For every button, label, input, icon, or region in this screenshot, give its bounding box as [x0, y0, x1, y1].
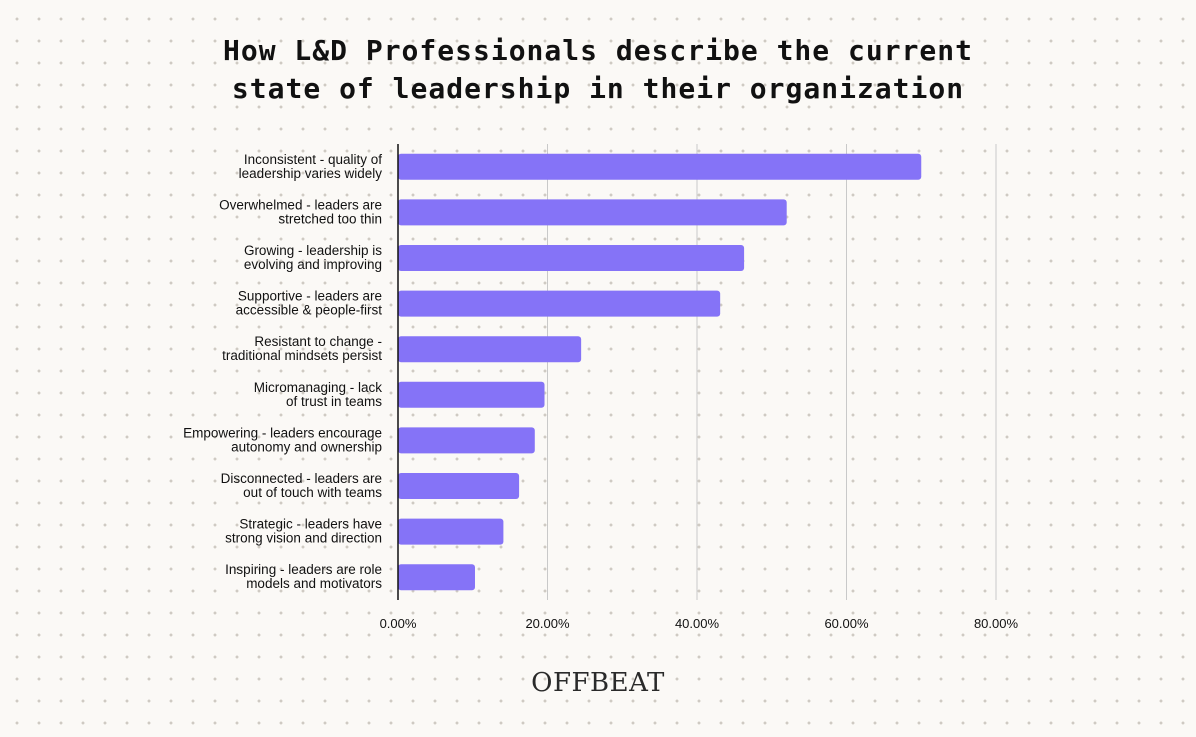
bar — [398, 381, 545, 408]
bar — [398, 199, 787, 226]
category-label: Empowering - leaders encourage autonomy a… — [183, 425, 382, 454]
category-label: Disconnected - leaders are out of touch w… — [221, 471, 383, 500]
category-label-line: out of touch with teams — [243, 485, 382, 500]
category-label-line: Inconsistent - quality of — [244, 152, 382, 167]
x-tick-label: 60.00% — [824, 616, 869, 631]
category-label-line: Resistant to change - — [254, 334, 382, 349]
category-label-line: evolving and improving — [244, 257, 382, 272]
x-tick-label: 20.00% — [525, 616, 570, 631]
category-labels: Inconsistent - quality of leadership vari… — [183, 152, 382, 591]
brand-logo: OFFBEAT — [531, 668, 665, 698]
bars — [398, 153, 922, 591]
category-label-line: Inspiring - leaders are role — [225, 562, 382, 577]
x-axis-tick-labels: 0.00% 20.00% 40.00% 60.00% 80.00% — [380, 616, 1019, 631]
x-tick-label: 0.00% — [380, 616, 417, 631]
category-label-line: stretched too thin — [278, 211, 382, 226]
bar — [398, 153, 922, 180]
category-label: Resistant to change -traditional mindset… — [222, 334, 382, 363]
category-label-line: Supportive - leaders are — [238, 289, 382, 304]
chart-title: How L&D Professionals describe the curre… — [0, 32, 1196, 108]
category-label: Growing - leadership is evolving and impr… — [244, 243, 382, 272]
category-label-line: Growing - leadership is — [244, 243, 382, 258]
category-label: Overwhelmed - leaders are stretched too t… — [219, 197, 382, 226]
bar — [398, 564, 475, 591]
category-label: Micromanaging - lack of trust in teams — [254, 380, 383, 409]
bar — [398, 427, 535, 454]
bar — [398, 336, 582, 363]
bar — [398, 518, 504, 545]
category-label-line: autonomy and ownership — [231, 439, 382, 454]
category-label-line: accessible & people-first — [236, 303, 383, 318]
chart-title-line-2: state of leadership in their organizatio… — [231, 72, 965, 105]
bar — [398, 245, 745, 271]
category-label: Inspiring - leaders are role models and m… — [225, 562, 382, 591]
category-label: Supportive - leaders are accessible & peo… — [236, 289, 383, 318]
bar — [398, 473, 520, 499]
category-label-line: Empowering - leaders encourage — [183, 425, 382, 440]
category-label-line: Disconnected - leaders are — [221, 471, 382, 486]
bar — [398, 290, 721, 317]
chart-title-line-1: How L&D Professionals describe the curre… — [222, 34, 973, 67]
category-label: Strategic - leaders have strong vision an… — [225, 517, 382, 546]
category-label-line: models and motivators — [246, 576, 382, 591]
category-label-line: traditional mindsets persist — [222, 348, 382, 363]
category-label-line: strong vision and direction — [225, 531, 382, 546]
category-label-line: Overwhelmed - leaders are — [219, 197, 382, 212]
category-label: Inconsistent - quality of leadership vari… — [239, 152, 383, 181]
category-label-line: of trust in teams — [286, 394, 382, 409]
category-label-line: leadership varies widely — [239, 166, 383, 181]
x-tick-label: 80.00% — [974, 616, 1019, 631]
category-label-line: Strategic - leaders have — [239, 517, 382, 532]
x-tick-label: 40.00% — [675, 616, 720, 631]
category-label-line: Micromanaging - lack — [254, 380, 383, 395]
